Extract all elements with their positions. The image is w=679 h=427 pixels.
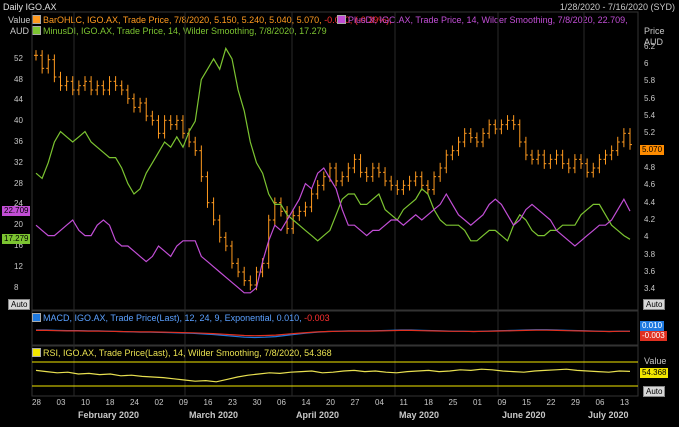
left-tick: 28 bbox=[14, 178, 23, 188]
macd-signal-line bbox=[36, 329, 630, 337]
x-month-label: March 2020 bbox=[189, 410, 239, 420]
x-day-tick: 29 bbox=[571, 398, 580, 407]
x-day-tick: 09 bbox=[497, 398, 507, 407]
right-tick: 3.4 bbox=[644, 284, 656, 294]
panel-frames bbox=[31, 11, 639, 397]
right-tick: 4 bbox=[644, 232, 649, 242]
panel-frame-0 bbox=[31, 11, 639, 311]
x-day-tick: 30 bbox=[252, 398, 262, 407]
x-day-tick: 18 bbox=[424, 398, 433, 407]
x-day-tick: 03 bbox=[56, 398, 66, 407]
x-month-label: June 2020 bbox=[502, 410, 546, 420]
rsi-line bbox=[35, 368, 631, 383]
right-unit-label: AUD bbox=[644, 37, 664, 47]
legend-plusdi-text: PlusDI, IGO.AX, Trade Price, 14, Wilder … bbox=[348, 15, 628, 25]
legend-macd-neg: -0.003 bbox=[304, 313, 330, 323]
left-value-label: Value bbox=[8, 15, 31, 25]
x-day-tick: 06 bbox=[277, 398, 286, 407]
legend-rsi-text: RSI, IGO.AX, Trade Price(Last), 14, Wild… bbox=[43, 348, 332, 358]
right-tick: 5.4 bbox=[644, 111, 656, 120]
left-tick: 24 bbox=[14, 199, 23, 209]
rsi-badge: 54.368 bbox=[640, 368, 669, 378]
right-tick: 4.4 bbox=[644, 197, 656, 207]
right-tick: 6.2 bbox=[644, 41, 656, 51]
date-range: 1/28/2020 - 7/16/2020 (SYD) bbox=[559, 2, 675, 12]
right-tick: 3.8 bbox=[644, 249, 656, 259]
panel-frame-2 bbox=[31, 345, 639, 397]
right-tick: 5.2 bbox=[644, 128, 656, 138]
gridlines bbox=[73, 12, 585, 396]
x-month-label: April 2020 bbox=[296, 410, 340, 420]
x-day-tick: 23 bbox=[228, 398, 237, 407]
plusdi-badge: 22.709 bbox=[2, 206, 31, 216]
price-badge: 5.070 bbox=[640, 145, 665, 155]
legend-macd-swatch[interactable] bbox=[32, 313, 41, 322]
price-bars bbox=[34, 50, 632, 291]
minusdi-line bbox=[35, 46, 631, 242]
x-day-tick: 18 bbox=[105, 398, 115, 407]
legend-rsi-swatch[interactable] bbox=[32, 348, 41, 357]
x-day-tick: 02 bbox=[154, 398, 164, 407]
x-day-tick: 09 bbox=[179, 398, 188, 407]
x-day-tick: 24 bbox=[130, 398, 139, 407]
legend-rsi[interactable]: RSI, IGO.AX, Trade Price(Last), 14, Wild… bbox=[32, 348, 332, 358]
right-tick: 5.6 bbox=[644, 93, 656, 103]
left-tick: 12 bbox=[14, 261, 23, 271]
x-day-tick: 01 bbox=[473, 398, 482, 407]
legend-macd-text: MACD, IGO.AX, Trade Price(Last), 12, 24,… bbox=[43, 313, 302, 323]
macd-lines bbox=[36, 329, 630, 339]
right-price-label: Price bbox=[644, 26, 665, 36]
rsi-value-label: Value bbox=[644, 356, 667, 366]
legend-bar-change: -0.020, (-0.39%), bbox=[324, 15, 392, 25]
legend-bar-text: BarOHLC, IGO.AX, Trade Price, 7/8/2020, … bbox=[43, 15, 322, 25]
macd-pos-badge: 0.010 bbox=[640, 321, 665, 331]
x-day-tick: 06 bbox=[595, 398, 605, 407]
legend-macd[interactable]: MACD, IGO.AX, Trade Price(Last), 12, 24,… bbox=[32, 313, 330, 323]
auto-scale-button-left[interactable]: Auto bbox=[8, 299, 31, 310]
chart-title: Daily IGO.AX bbox=[3, 2, 57, 12]
left-tick: 48 bbox=[14, 74, 23, 84]
x-day-tick: 20 bbox=[326, 398, 335, 407]
panel-frame-1 bbox=[31, 310, 639, 346]
left-tick: 52 bbox=[14, 53, 23, 63]
right-tick: 6 bbox=[644, 59, 649, 68]
x-day-tick: 15 bbox=[522, 398, 531, 407]
di-lines bbox=[35, 46, 631, 294]
auto-scale-button-right[interactable]: Auto bbox=[643, 299, 666, 310]
legend-plusdi-swatch[interactable] bbox=[337, 15, 346, 24]
minusdi-badge: 17.279 bbox=[2, 234, 31, 244]
x-day-tick: 11 bbox=[399, 398, 408, 407]
macd-neg-badge: -0.003 bbox=[640, 331, 667, 341]
x-day-tick: 25 bbox=[448, 398, 458, 407]
right-tick: 5.8 bbox=[644, 76, 656, 86]
left-tick: 40 bbox=[14, 116, 23, 126]
left-tick: 20 bbox=[14, 220, 23, 230]
right-tick: 4.2 bbox=[644, 215, 656, 224]
left-tick: 36 bbox=[14, 137, 23, 146]
plusdi-line bbox=[35, 167, 631, 294]
auto-scale-button-rsi[interactable]: Auto bbox=[643, 386, 666, 397]
left-unit-label: AUD bbox=[10, 26, 30, 36]
right-tick: 3.6 bbox=[644, 267, 656, 276]
left-tick: 44 bbox=[14, 95, 23, 105]
x-day-tick: 28 bbox=[32, 398, 41, 407]
x-month-label: February 2020 bbox=[78, 410, 140, 420]
x-day-tick: 04 bbox=[375, 398, 384, 407]
x-month-label: July 2020 bbox=[588, 410, 629, 420]
x-day-tick: 16 bbox=[203, 398, 213, 407]
x-month-label: May 2020 bbox=[399, 410, 440, 420]
rsi-lines bbox=[32, 361, 638, 387]
left-tick: 32 bbox=[14, 157, 23, 167]
x-day-tick: 27 bbox=[350, 398, 360, 407]
x-day-tick: 13 bbox=[620, 398, 629, 407]
left-tick: 16 bbox=[14, 241, 23, 250]
right-tick: 4.6 bbox=[644, 180, 656, 190]
left-tick: 8 bbox=[14, 282, 19, 292]
x-day-tick: 14 bbox=[301, 398, 311, 407]
right-tick: 4.8 bbox=[644, 163, 656, 172]
x-day-tick: 22 bbox=[546, 398, 556, 407]
x-day-tick: 10 bbox=[81, 398, 90, 407]
legend-plusdi[interactable]: PlusDI, IGO.AX, Trade Price, 14, Wilder … bbox=[337, 15, 628, 25]
